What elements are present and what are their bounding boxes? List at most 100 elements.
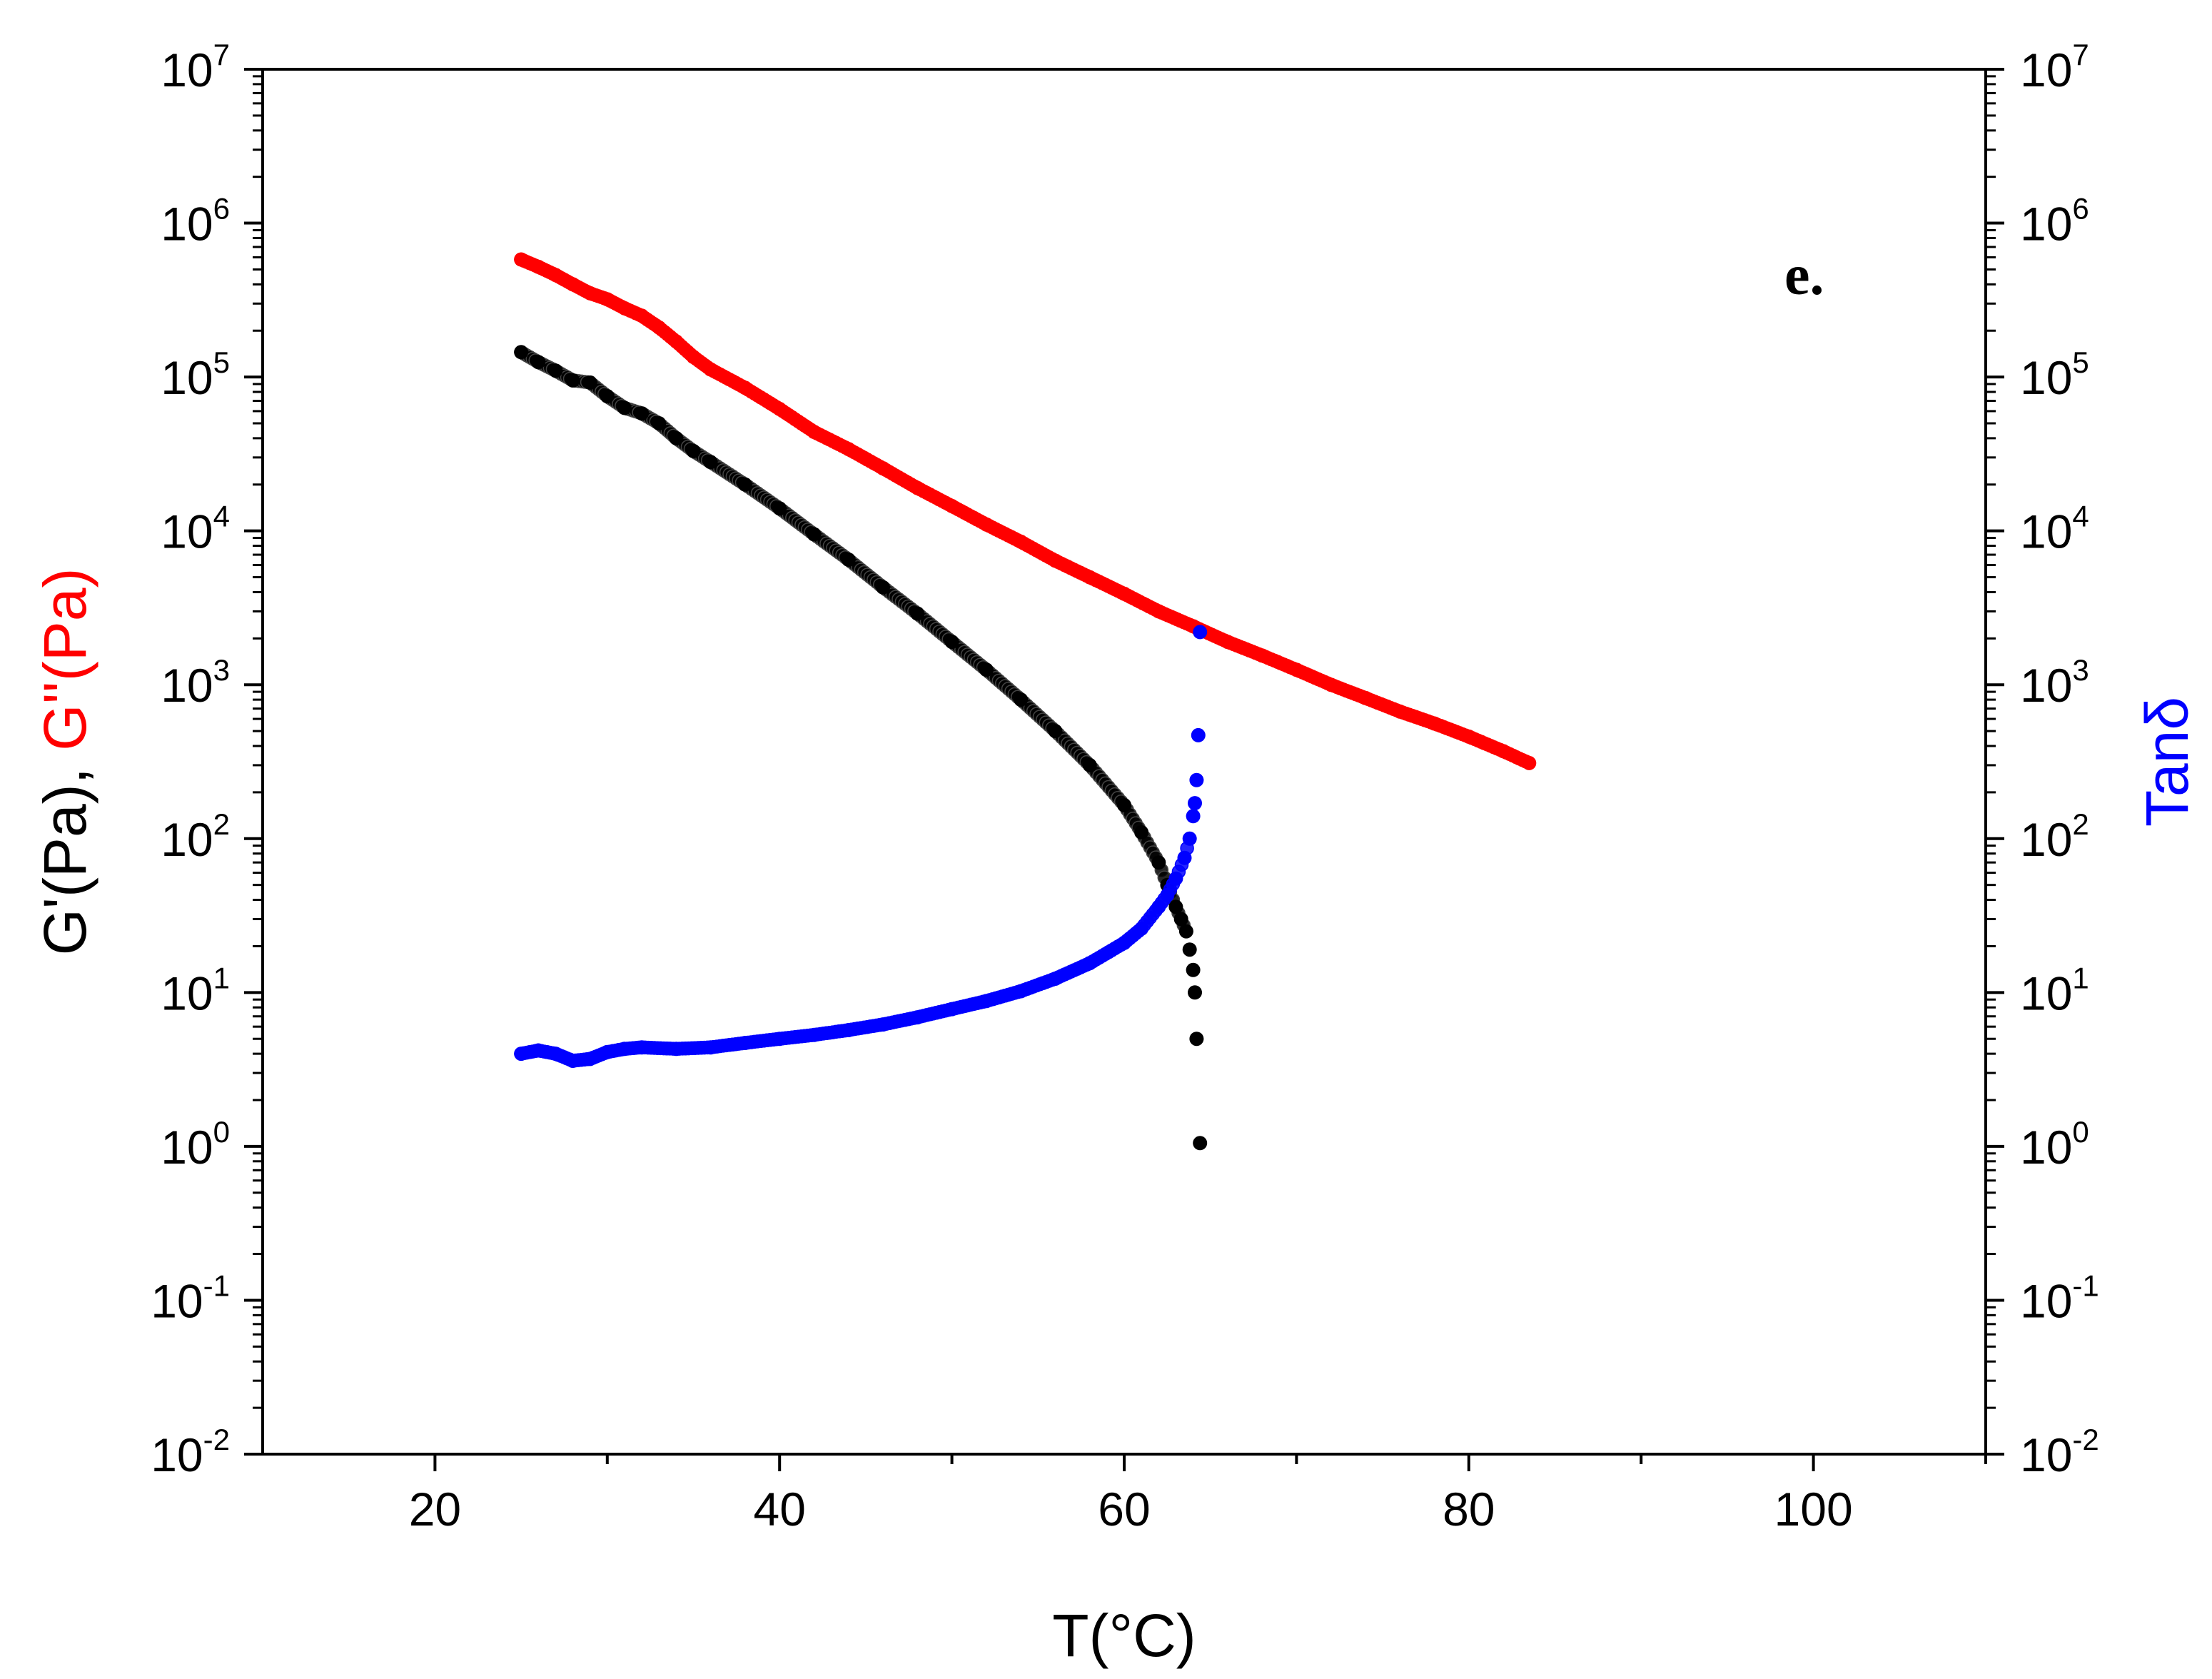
- y2-tick-label: 105: [2020, 346, 2089, 404]
- series-g-double-prime: [514, 252, 1537, 770]
- data-point-key: [548, 268, 563, 283]
- series-g-prime: [514, 345, 1208, 1151]
- data-point-key: [1188, 985, 1202, 1000]
- data-point-key: [1461, 729, 1476, 744]
- plot-frame: [261, 68, 1987, 1456]
- data-point-key: [944, 1002, 959, 1017]
- y2-tick-label: 103: [2020, 653, 2089, 712]
- y2-tick-label: 102: [2020, 807, 2089, 866]
- data-point-key: [1117, 935, 1131, 950]
- series-tan-delta: [514, 625, 1208, 1068]
- y2-tick-base: 10: [2020, 351, 2072, 404]
- y-tick-exponent: 0: [213, 1115, 230, 1149]
- data-point-key: [548, 363, 563, 378]
- data-point-key: [910, 606, 925, 621]
- y-tick-base: 10: [161, 198, 213, 251]
- y2-tick-base: 10: [2020, 659, 2072, 712]
- data-point-key: [600, 1044, 615, 1059]
- data-point-key: [1393, 704, 1408, 719]
- data-point-key: [669, 430, 684, 445]
- data-point-key: [686, 443, 701, 458]
- data-point-key: [582, 286, 597, 301]
- data-point-key: [807, 1027, 822, 1042]
- data-point-key: [1014, 984, 1029, 999]
- y-tick-base: 10: [161, 659, 213, 712]
- data-point-key: [1177, 850, 1192, 865]
- data-point-key: [531, 1043, 546, 1058]
- y2-tick-exponent: 7: [2072, 38, 2089, 71]
- data-point-key: [979, 994, 994, 1009]
- x-tick-label: 20: [409, 1483, 461, 1536]
- data-point-key: [617, 301, 632, 316]
- y2-tick-exponent: 0: [2072, 1115, 2089, 1149]
- data-point-key: [1358, 690, 1373, 705]
- data-point-key: [841, 553, 856, 567]
- data-point-key: [600, 292, 615, 307]
- data-point-key: [772, 501, 787, 516]
- data-point-key: [1189, 1032, 1204, 1047]
- data-point-key: [737, 380, 752, 395]
- y2-tick-label: 10-2: [2020, 1423, 2099, 1481]
- y-tick-exponent: 2: [213, 807, 230, 841]
- x-tick-label: 100: [1774, 1483, 1853, 1536]
- data-point-key: [669, 1042, 684, 1057]
- y2-tick-label: 106: [2020, 192, 2089, 251]
- x-tick-labels: 20 40 60 80 100: [409, 1483, 1853, 1536]
- data-point-key: [514, 252, 529, 267]
- y-tick-label: 106: [161, 192, 230, 251]
- data-point-key: [979, 517, 994, 532]
- y-tick-label: 10-2: [151, 1423, 230, 1481]
- y-tick-label: 102: [161, 807, 230, 866]
- data-point-key: [944, 635, 959, 650]
- y2-tick-exponent: 1: [2072, 961, 2089, 994]
- data-point-key: [514, 1047, 529, 1062]
- data-point-key: [635, 308, 650, 323]
- data-point-key: [841, 1023, 856, 1037]
- y-tick-exponent: 3: [213, 653, 230, 687]
- data-point-key: [565, 1054, 580, 1068]
- y2-tick-label: 100: [2020, 1115, 2089, 1174]
- y-tick-label: 101: [161, 961, 230, 1019]
- data-point-key: [1082, 570, 1097, 585]
- x-tick-label: 80: [1443, 1483, 1495, 1536]
- data-point-key: [1182, 831, 1197, 846]
- data-point-key: [1048, 724, 1063, 739]
- data-point-key: [910, 1010, 925, 1025]
- y2-tick-base: 10: [2020, 505, 2072, 558]
- data-point-key: [1151, 899, 1166, 914]
- data-point-key: [703, 455, 718, 470]
- data-point-key: [1220, 635, 1235, 650]
- data-point-key: [686, 350, 701, 364]
- data-point-key: [1522, 755, 1537, 770]
- data-point-key: [617, 1042, 632, 1057]
- data-point-key: [565, 277, 580, 292]
- data-point-key: [1151, 855, 1166, 870]
- data-point-key: [910, 480, 925, 495]
- data-point-key: [1048, 553, 1063, 568]
- x-axis-title: T(°C): [1052, 1602, 1196, 1669]
- data-point-key: [1134, 921, 1149, 936]
- data-point-key: [703, 362, 718, 377]
- data-point-key: [1048, 972, 1063, 986]
- axis-ticks: [244, 68, 2004, 1471]
- y2-tick-label: 101: [2020, 961, 2089, 1019]
- y-tick-base: 10: [161, 967, 213, 1019]
- data-point-key: [1182, 942, 1197, 957]
- data-point-key: [1193, 1136, 1208, 1151]
- panel-label: e.: [1784, 244, 1824, 307]
- data-point-key: [1189, 772, 1204, 787]
- y-tick-base: 10: [151, 1428, 203, 1481]
- y2-tick-base: 10: [2020, 1428, 2072, 1481]
- data-point-key: [1117, 586, 1131, 601]
- y-tick-exponent: 4: [213, 500, 230, 533]
- y-tick-exponent: 6: [213, 192, 230, 226]
- data-point-key: [1427, 716, 1442, 731]
- y-tick-base: 10: [151, 1274, 203, 1327]
- data-point-key: [1193, 625, 1208, 640]
- y-tick-base: 10: [161, 1121, 213, 1174]
- data-point-key: [531, 355, 546, 370]
- data-point-key: [1082, 757, 1097, 772]
- y2-tick-base: 10: [2020, 198, 2072, 251]
- data-point-key: [652, 416, 667, 430]
